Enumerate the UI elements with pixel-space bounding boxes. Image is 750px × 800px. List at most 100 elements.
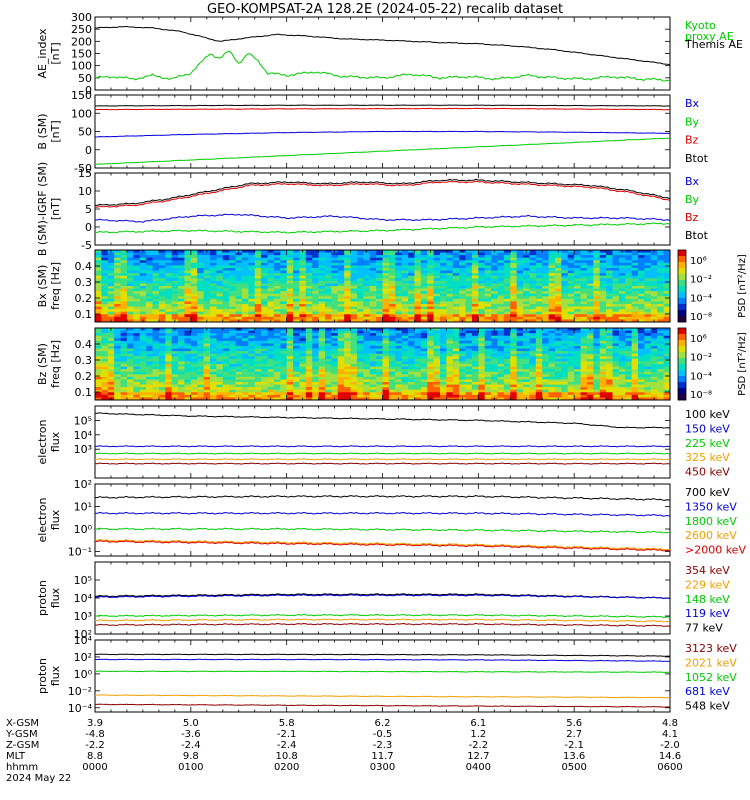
heatmap-cell xyxy=(203,273,211,277)
heatmap-cell xyxy=(344,382,351,385)
heatmap-cell xyxy=(158,379,166,383)
heatmap-cell xyxy=(618,286,626,289)
heatmap-cell xyxy=(523,275,530,279)
heatmap-cell xyxy=(325,348,332,352)
heatmap-cell xyxy=(427,288,434,292)
heatmap-cell xyxy=(305,286,313,289)
heatmap-cell xyxy=(107,330,115,334)
heatmap-cell xyxy=(248,283,256,287)
heatmap-cell xyxy=(529,328,537,331)
heatmap-cell xyxy=(478,371,486,375)
heatmap-cell xyxy=(427,340,434,344)
heatmap-cell xyxy=(254,255,262,259)
heatmap-cell xyxy=(471,384,479,388)
heatmap-cell xyxy=(465,366,473,370)
heatmap-cell xyxy=(433,364,441,367)
heatmap-cell xyxy=(203,374,211,378)
heatmap-cell xyxy=(420,252,428,256)
heatmap-cell xyxy=(510,278,517,282)
heatmap-cell xyxy=(401,306,409,310)
heatmap-cell xyxy=(420,283,428,287)
heatmap-cell xyxy=(363,283,371,287)
heatmap-cell xyxy=(408,250,415,253)
heatmap-cell xyxy=(414,392,422,396)
heatmap-cell xyxy=(535,304,543,307)
heatmap-cell xyxy=(574,316,581,320)
heatmap-cell xyxy=(363,374,371,378)
heatmap-cell xyxy=(612,288,620,292)
heatmap-cell xyxy=(529,283,537,287)
heatmap-cell xyxy=(197,338,204,342)
heatmap-cell xyxy=(650,298,658,302)
heatmap-cell xyxy=(312,296,319,300)
heatmap-cell xyxy=(318,387,326,391)
heatmap-cell xyxy=(497,283,505,287)
heatmap-cell xyxy=(574,275,581,279)
heatmap-cell xyxy=(542,392,549,396)
heatmap-cell xyxy=(210,265,217,269)
heatmap-cell xyxy=(433,278,441,282)
heatmap-cell xyxy=(446,343,454,347)
heatmap-cell xyxy=(414,330,422,334)
heatmap-cell xyxy=(561,335,569,339)
heatmap-cell xyxy=(267,369,275,373)
heatmap-cell xyxy=(312,333,319,337)
heatmap-cell xyxy=(350,278,358,282)
heatmap-cell xyxy=(561,314,569,318)
heatmap-cell xyxy=(535,384,543,388)
heatmap-cell xyxy=(593,306,601,310)
heatmap-cell xyxy=(548,298,556,302)
heatmap-cell xyxy=(618,296,626,300)
heatmap-cell xyxy=(503,252,511,256)
heatmap-cell xyxy=(318,397,326,401)
heatmap-cell xyxy=(293,301,300,305)
heatmap-cell xyxy=(574,265,581,269)
heatmap-cell xyxy=(203,280,211,284)
heatmap-cell xyxy=(197,392,204,396)
heatmap-cell xyxy=(210,374,217,378)
heatmap-cell xyxy=(548,340,556,344)
heatmap-cell xyxy=(126,389,134,393)
heatmap-cell xyxy=(318,255,326,259)
heatmap-cell xyxy=(369,361,377,365)
heatmap-cell xyxy=(395,298,402,302)
heatmap-cell xyxy=(254,348,262,352)
heatmap-cell xyxy=(593,265,601,269)
heatmap-cell xyxy=(197,304,204,307)
heatmap-cell xyxy=(631,280,639,284)
heatmap-cell xyxy=(599,262,607,266)
heatmap-cell xyxy=(344,338,351,342)
heatmap-cell xyxy=(414,379,422,383)
heatmap-cell xyxy=(376,364,383,367)
heatmap-cell xyxy=(133,314,141,318)
heatmap-cell xyxy=(376,392,383,396)
heatmap-cell xyxy=(471,275,479,279)
heatmap-cell xyxy=(190,392,198,396)
heatmap-cell xyxy=(440,384,447,388)
heatmap-cell xyxy=(369,397,377,401)
heatmap-cell xyxy=(158,296,166,300)
heatmap-cell xyxy=(401,371,409,375)
heatmap-cell xyxy=(280,296,287,300)
heatmap-cell xyxy=(484,330,492,334)
heatmap-cell xyxy=(459,280,466,284)
heatmap-cell xyxy=(523,291,530,295)
heatmap-cell xyxy=(235,330,243,334)
heatmap-cell xyxy=(344,286,351,289)
heatmap-cell xyxy=(510,397,517,401)
heatmap-cell xyxy=(261,316,268,320)
heatmap-cell xyxy=(146,392,153,396)
heatmap-cell xyxy=(395,351,402,355)
heatmap-cell xyxy=(171,335,179,339)
heatmap-cell xyxy=(376,335,383,339)
heatmap-cell xyxy=(248,366,256,370)
heatmap-cell xyxy=(95,255,102,259)
heatmap-cell xyxy=(190,340,198,344)
heatmap-cell xyxy=(126,382,134,385)
heatmap-cell xyxy=(401,301,409,305)
heatmap-cell xyxy=(555,280,562,284)
heatmap-cell xyxy=(171,316,179,320)
heatmap-cell xyxy=(152,288,160,292)
heatmap-cell xyxy=(356,361,364,365)
heatmap-cell xyxy=(452,340,460,344)
